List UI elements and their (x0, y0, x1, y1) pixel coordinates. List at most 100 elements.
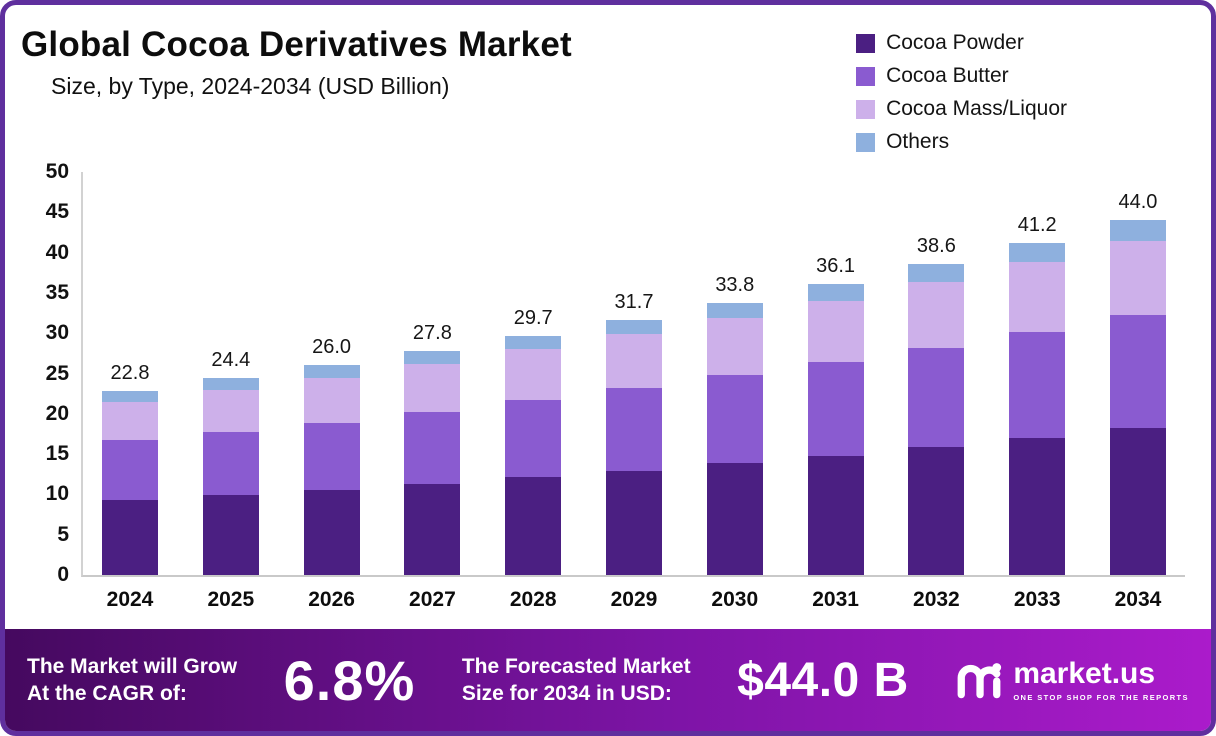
x-axis-label-2032: 2032 (913, 588, 960, 611)
cagr-label: The Market will Grow At the CAGR of: (27, 653, 237, 708)
legend-label: Cocoa Mass/Liquor (886, 97, 1067, 120)
bar-segment-others-2024 (102, 391, 158, 402)
legend-swatch-cocoa-mass-liquor (856, 99, 876, 119)
forecast-label-line1: The Forecasted Market (461, 654, 691, 678)
brand-tagline: ONE STOP SHOP FOR THE REPORTS (1013, 692, 1189, 702)
bar-segment-others-2028 (505, 335, 562, 350)
bar-stack-2029 (605, 319, 662, 575)
bar-segment-cocoa-powder-2028 (505, 477, 562, 575)
bar-segment-others-2026 (303, 365, 360, 378)
legend-swatch-others (856, 132, 876, 152)
legend-item-others: Others (856, 130, 1067, 154)
y-axis-tick-label-35: 35 (45, 280, 69, 304)
x-axis-label-2033: 2033 (1013, 588, 1061, 611)
bar-segment-cocoa-powder-2033 (1009, 437, 1066, 575)
y-axis-tick-label-15: 15 (45, 442, 69, 466)
bar-segment-cocoa-powder-2025 (202, 495, 259, 575)
bar-group-2031: 36.1 (805, 255, 867, 575)
plot-area: 22.8 24.4 26.0 27.8 29.7 31.7 33.8 36.1 38.6 41.2… (81, 172, 1185, 577)
bar-group-2030: 33.8 (704, 274, 766, 575)
cagr-label-line2: At the CAGR of: (27, 682, 187, 705)
bar-group-2034: 44.0 (1107, 191, 1169, 575)
bar-segment-cocoa-butter-2034 (1109, 315, 1166, 429)
x-axis-label-2034: 2034 (1114, 588, 1162, 611)
bar-segment-cocoa-butter-2027 (404, 412, 461, 484)
bar-segment-cocoa-powder-2027 (404, 483, 461, 575)
bar-segment-cocoa-powder-2032 (908, 446, 965, 575)
bar-total-label-2028: 29.7 (513, 306, 553, 329)
bar-segment-cocoa-mass-liquor-2029 (605, 334, 662, 389)
bar-segment-cocoa-butter-2024 (102, 440, 158, 501)
bar-total-label-2024: 22.8 (110, 362, 150, 385)
bar-segment-cocoa-powder-2031 (807, 455, 864, 575)
brand-text: market.us ONE STOP SHOP FOR THE REPORTS (1013, 658, 1189, 702)
legend-label: Others (886, 130, 950, 153)
bar-total-label-2034: 44.0 (1118, 191, 1158, 214)
bar-segment-cocoa-mass-liquor-2027 (404, 363, 461, 413)
brand-block: market.us ONE STOP SHOP FOR THE REPORTS (955, 658, 1189, 702)
y-axis-tick-label-5: 5 (57, 522, 69, 546)
bar-segment-cocoa-mass-liquor-2024 (102, 401, 158, 441)
bar-segment-others-2033 (1009, 242, 1066, 263)
bar-segment-cocoa-mass-liquor-2026 (303, 377, 360, 423)
bar-group-2028: 29.7 (502, 307, 564, 575)
bar-segment-cocoa-mass-liquor-2025 (202, 389, 259, 433)
bar-segment-cocoa-butter-2031 (807, 362, 864, 456)
bar-total-label-2027: 27.8 (412, 321, 452, 344)
bar-segment-others-2034 (1109, 220, 1166, 241)
bar-segment-cocoa-mass-liquor-2034 (1109, 240, 1166, 316)
bar-total-label-2025: 24.4 (211, 349, 251, 372)
bar-segment-cocoa-powder-2034 (1109, 428, 1166, 575)
bar-segment-cocoa-powder-2030 (706, 462, 763, 575)
bar-group-2033: 41.2 (1006, 214, 1068, 575)
bar-stack-2026 (303, 365, 360, 575)
bar-segment-others-2025 (202, 378, 259, 390)
y-axis-tick-label-20: 20 (45, 401, 69, 425)
y-axis-ticks: 0 5 10 15 20 25 30 35 40 45 50 (15, 160, 81, 586)
bar-segment-cocoa-mass-liquor-2028 (505, 349, 562, 401)
bar-segment-others-2029 (605, 319, 662, 335)
bar-segment-others-2031 (807, 284, 864, 301)
y-axis-tick-label-25: 25 (45, 361, 69, 385)
legend-label: Cocoa Powder (886, 31, 1024, 54)
legend-label: Cocoa Butter (886, 64, 1009, 87)
chart-subtitle: Size, by Type, 2024-2034 (USD Billion) (51, 73, 450, 99)
marketus-logo-icon (957, 663, 1002, 699)
bar-stack-2034 (1109, 220, 1166, 575)
bar-segment-cocoa-butter-2026 (303, 422, 360, 490)
bar-group-2024: 22.8 (99, 362, 161, 575)
bar-group-2025: 24.4 (200, 349, 262, 575)
bar-stack-2027 (404, 350, 461, 575)
y-axis-tick-label-50: 50 (45, 160, 69, 183)
y-axis-spacer (15, 577, 81, 623)
x-axis-label-2025: 2025 (207, 588, 255, 611)
y-axis-tick-label-0: 0 (57, 563, 69, 586)
bar-segment-others-2032 (908, 263, 965, 282)
x-axis-label-2029: 2029 (610, 588, 658, 611)
y-axis-tick-label-40: 40 (45, 240, 69, 264)
y-axis-tick-label-45: 45 (45, 200, 69, 224)
bar-segment-cocoa-mass-liquor-2033 (1009, 262, 1066, 333)
y-axis: 0 5 10 15 20 25 30 35 40 45 50 (15, 160, 81, 623)
y-axis-tick-label-30: 30 (45, 321, 69, 345)
legend-item-cocoa-powder: Cocoa Powder (856, 31, 1067, 55)
bar-total-label-2030: 33.8 (715, 273, 755, 296)
bar-stack-2025 (202, 378, 259, 575)
bar-group-2029: 31.7 (603, 291, 665, 575)
bar-total-label-2032: 38.6 (916, 234, 956, 257)
bar-stack-2032 (908, 263, 965, 575)
legend-item-cocoa-mass-liquor: Cocoa Mass/Liquor (856, 97, 1067, 121)
legend-swatch-cocoa-butter (856, 66, 876, 86)
bar-segment-cocoa-butter-2033 (1009, 332, 1066, 438)
bar-total-label-2026: 26.0 (312, 336, 352, 359)
bar-total-label-2029: 31.7 (614, 290, 654, 313)
plot-wrap: 22.8 24.4 26.0 27.8 29.7 31.7 33.8 36.1 38.6 41.2… (81, 172, 1185, 623)
x-axis-label-2026: 2026 (308, 588, 355, 611)
bar-segment-cocoa-mass-liquor-2031 (807, 300, 864, 363)
bar-segment-cocoa-butter-2028 (505, 400, 562, 478)
bar-segment-others-2030 (706, 302, 763, 318)
bar-stack-2031 (807, 284, 864, 575)
forecast-label-line2: Size for 2034 in USD: (461, 682, 672, 705)
forecast-label: The Forecasted Market Size for 2034 in U… (462, 653, 691, 708)
